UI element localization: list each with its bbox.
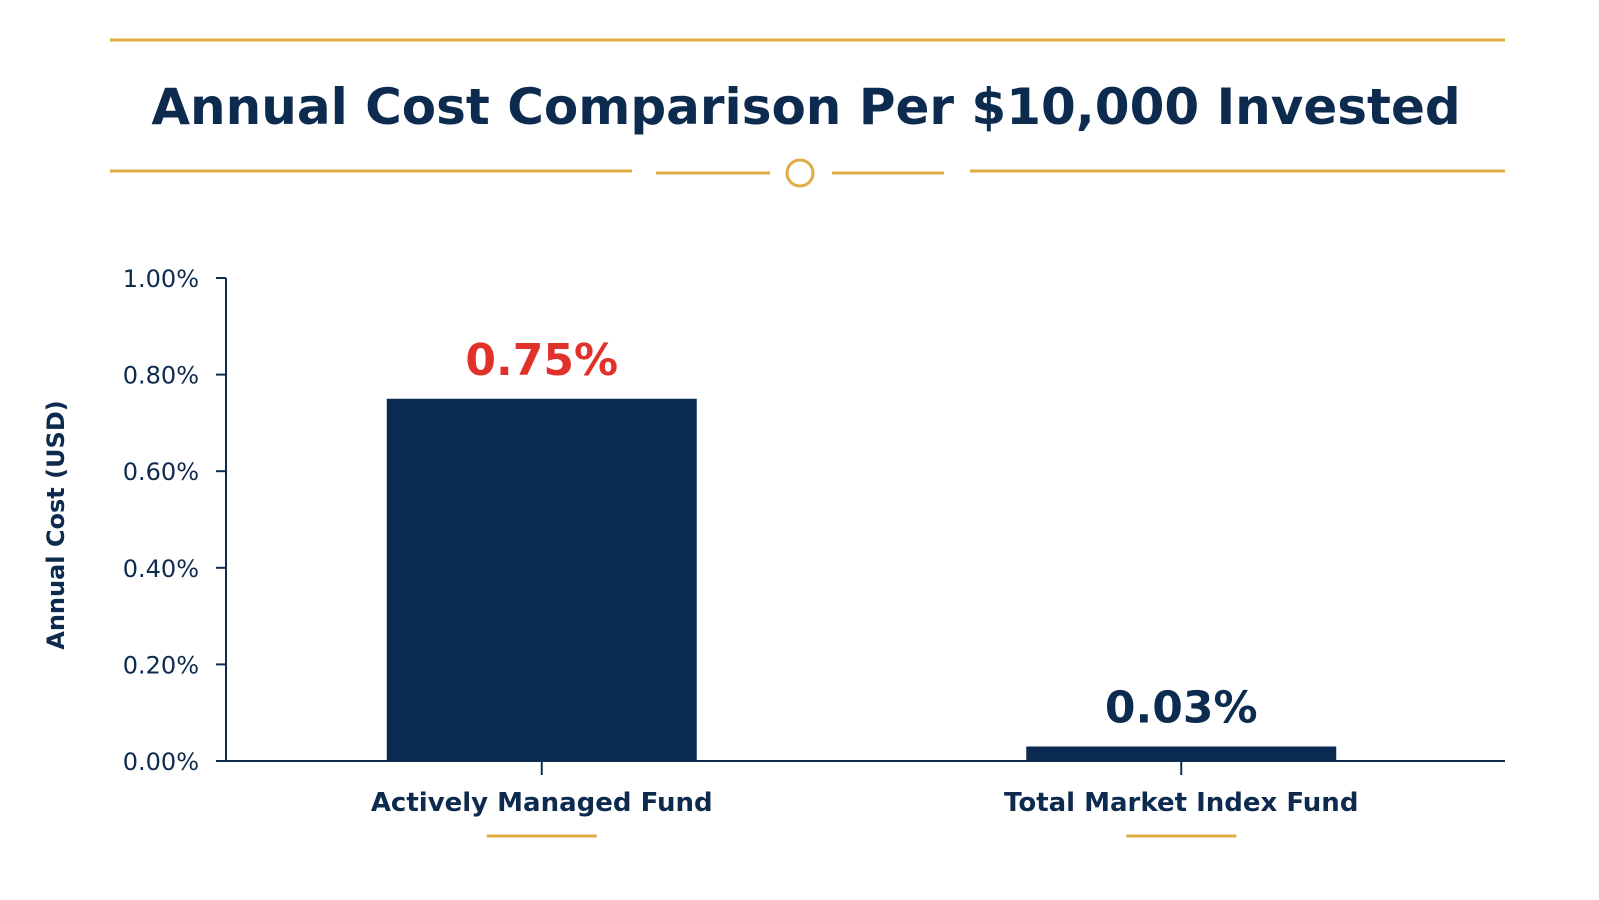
y-tick-label: 0.60% bbox=[123, 458, 199, 486]
bar-1 bbox=[386, 398, 697, 761]
title-ornament bbox=[110, 158, 1505, 188]
bar-2 bbox=[1026, 746, 1337, 761]
chart-title: Annual Cost Comparison Per $10,000 Inves… bbox=[151, 78, 1460, 136]
y-tick-label: 0.40% bbox=[123, 555, 199, 583]
x-category-label: Total Market Index Fund bbox=[1004, 788, 1358, 818]
x-category-label: Actively Managed Fund bbox=[371, 788, 713, 818]
ornament-circle bbox=[785, 158, 815, 188]
y-tick-label: 0.80% bbox=[123, 362, 199, 390]
x-axis-categories: Actively Managed Fund Total Market Index … bbox=[371, 761, 1358, 838]
y-axis-label: Annual Cost (USD) bbox=[42, 400, 70, 649]
bar-value-label: 0.03% bbox=[1105, 683, 1258, 734]
bar-value-label: 0.75% bbox=[465, 335, 618, 386]
y-tick-label: 0.00% bbox=[123, 748, 199, 776]
y-axis-ticks: 0.00% 0.20% 0.40% 0.60% 0.80% 1.00% bbox=[123, 265, 226, 776]
y-tick-label: 0.20% bbox=[123, 651, 199, 679]
bars: 0.75% 0.03% bbox=[386, 335, 1337, 761]
y-tick-label: 1.00% bbox=[123, 265, 199, 293]
